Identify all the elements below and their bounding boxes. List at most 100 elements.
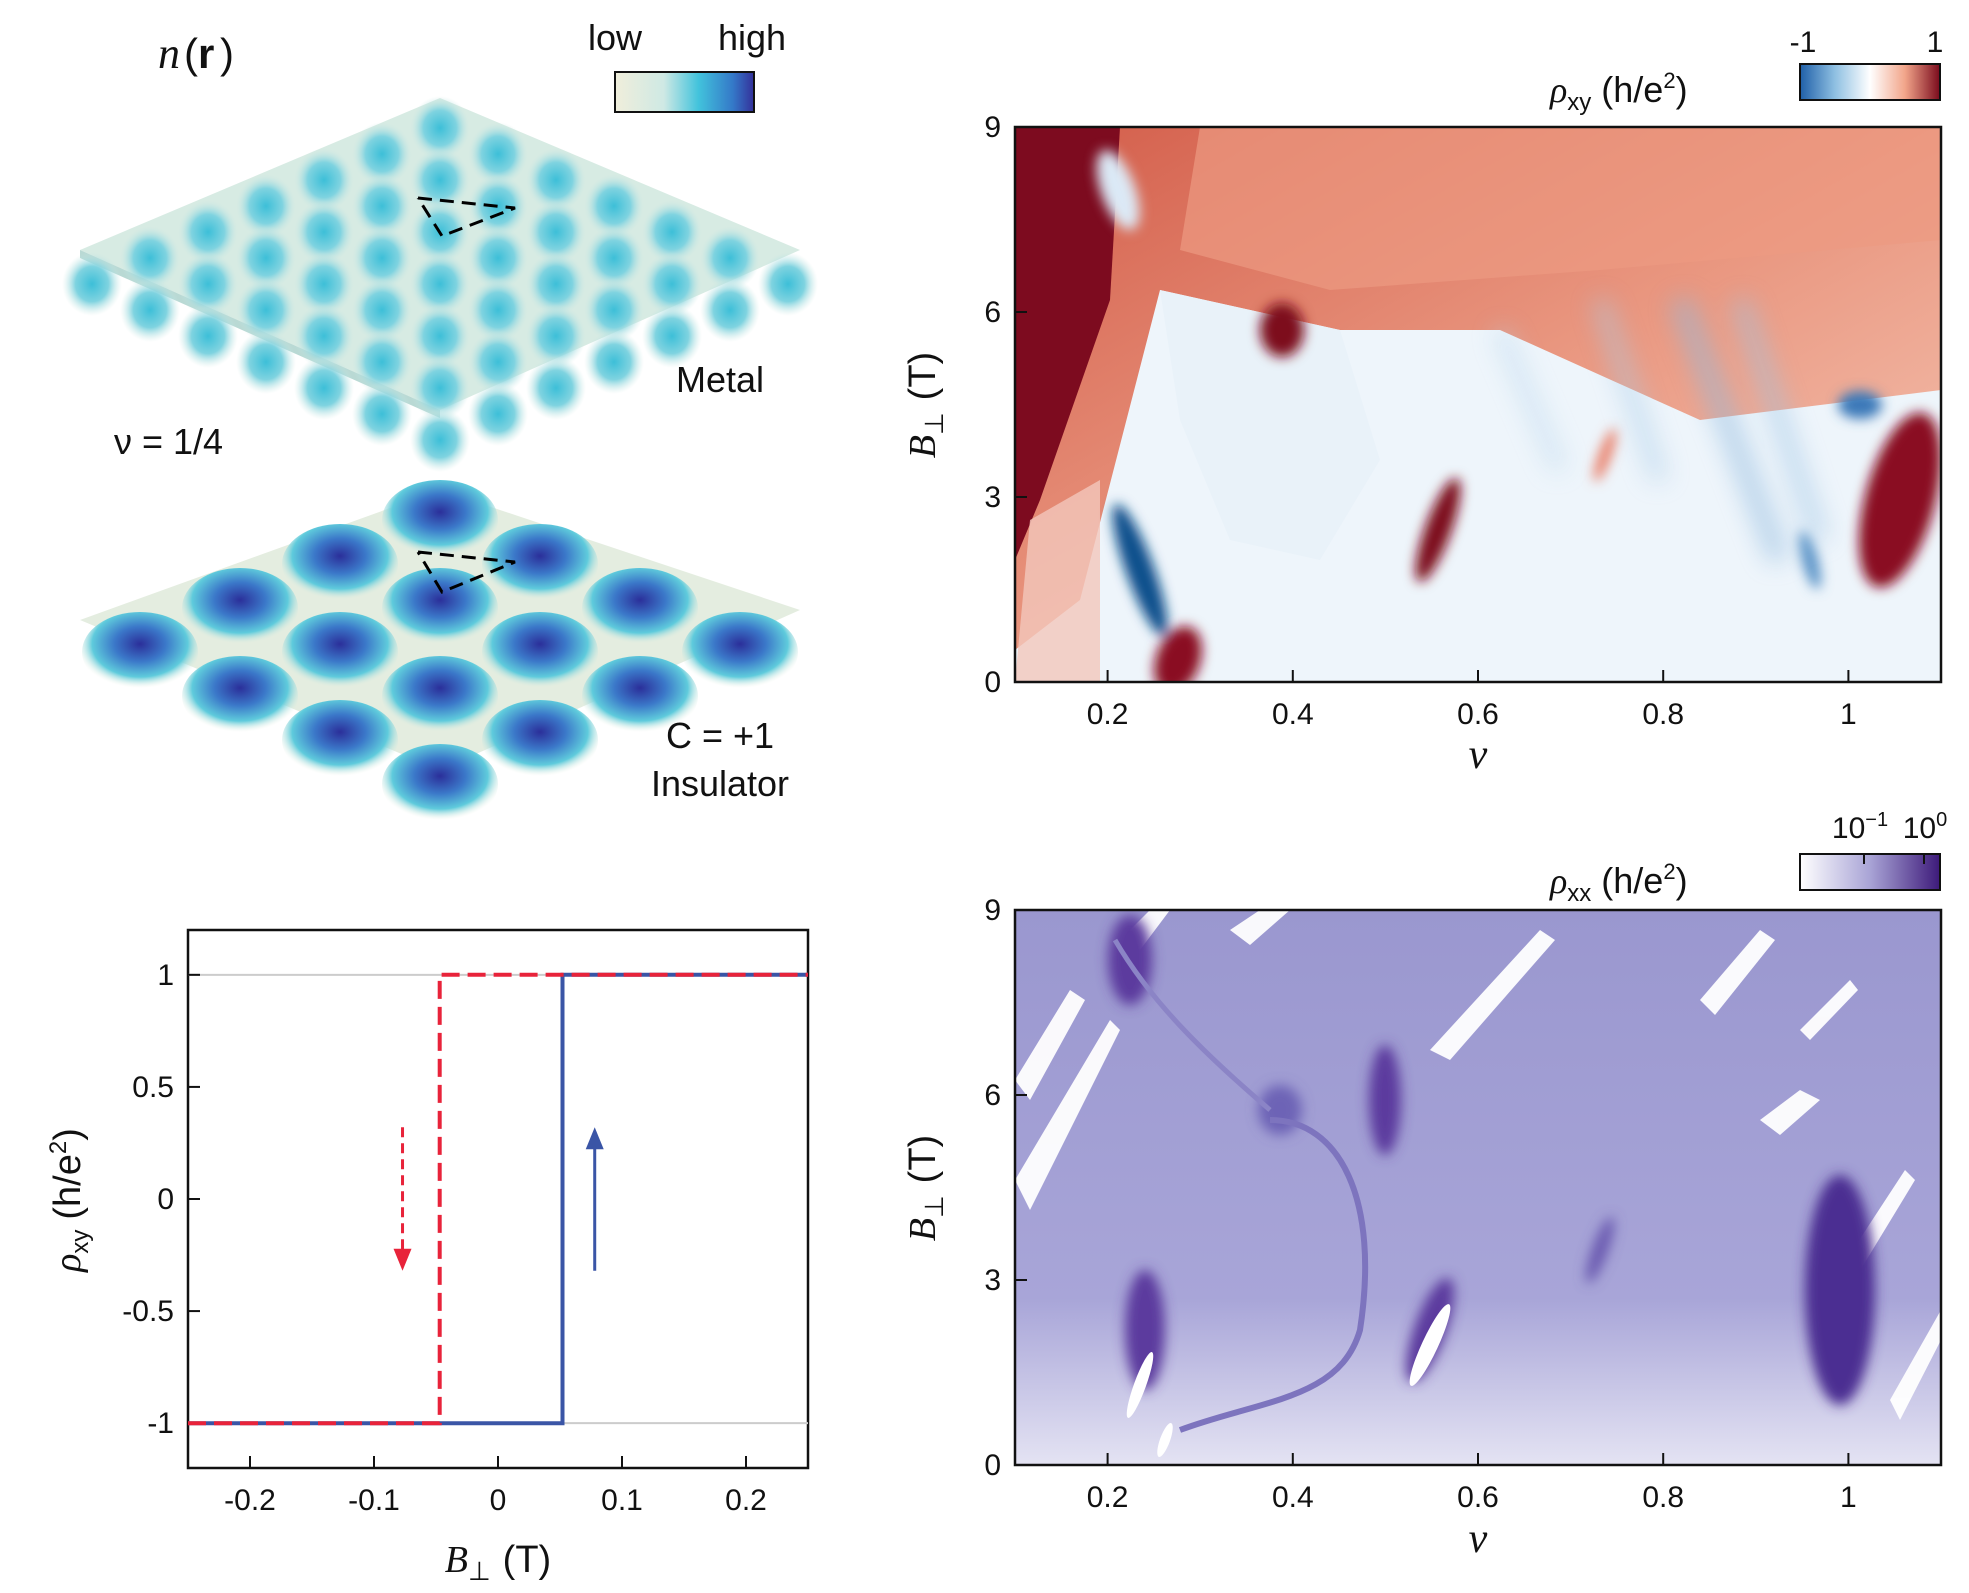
rho-xx-y-tick-label: 9	[984, 894, 1001, 927]
metal-density-peak	[236, 330, 296, 394]
metal-density-peak	[178, 252, 238, 316]
insulator-density-peak	[382, 744, 498, 824]
hysteresis-plot-frame	[186, 928, 810, 1470]
rho-xy-x-tick-label: 1	[1840, 698, 1857, 731]
metal-density-peak	[294, 304, 354, 368]
insulator-density-peak	[182, 568, 298, 648]
metal-density-peak	[352, 330, 412, 394]
metal-density-peak	[526, 200, 586, 264]
rho-xx-y-tick-label: 3	[984, 1264, 1001, 1297]
metal-density-peak	[468, 226, 528, 290]
insulator-density-peak	[182, 656, 298, 736]
insulator-unit-cell-triangle	[416, 550, 516, 594]
insulator-density-peak	[282, 700, 398, 780]
metal-density-peak	[294, 356, 354, 420]
rho-xx-y-axis-label: B⊥(T)	[902, 1135, 949, 1241]
insulator-chern-label: C = +1	[666, 715, 774, 756]
hysteresis-y-tick-label: 1	[157, 959, 174, 992]
hysteresis-y-tick-label: -0.5	[122, 1295, 174, 1328]
rho-xx-x-tick-label: 1	[1840, 1481, 1857, 1514]
hysteresis-x-tick-label: 0.1	[601, 1484, 643, 1517]
rho-xx-x-tick-label: 0.2	[1087, 1481, 1129, 1514]
insulator-density-peak	[382, 480, 498, 560]
insulator-density-peak	[582, 568, 698, 648]
metal-density-peak	[526, 252, 586, 316]
insulator-density-peak	[482, 524, 598, 604]
metal-label: Metal	[676, 359, 764, 400]
metal-density-peak	[236, 278, 296, 342]
metal-density-peak	[700, 278, 760, 342]
svg-text:): )	[220, 30, 234, 77]
hysteresis-x-axis-label: B⊥ (T)	[445, 1539, 551, 1586]
sweep-up-curve	[188, 972, 808, 1426]
metal-density-peak	[468, 330, 528, 394]
metal-density-peak	[468, 382, 528, 446]
metal-density-peak	[178, 200, 238, 264]
metal-density-peak	[352, 226, 412, 290]
metal-density-peak	[642, 304, 702, 368]
hysteresis-x-tick-label: -0.2	[224, 1484, 276, 1517]
metal-density-peak	[584, 278, 644, 342]
metal-density-peak	[120, 226, 180, 290]
density-argument: r	[198, 30, 214, 77]
metal-unit-cell-triangle	[416, 196, 516, 238]
metal-density-peak	[410, 304, 470, 368]
sweep-up-arrowhead	[585, 1127, 604, 1150]
insulator-density-peak	[482, 700, 598, 780]
insulator-label: Insulator	[651, 763, 789, 804]
hysteresis-y-tick-label: 0.5	[132, 1071, 174, 1104]
insulator-density-peak	[282, 612, 398, 692]
rho-xx-colorbar	[1799, 853, 1941, 891]
insulator-surface	[80, 480, 800, 824]
metal-density-peak	[294, 252, 354, 316]
rho-xy-image	[1015, 127, 1941, 682]
insulator-density-peak	[482, 612, 598, 692]
metal-density-peak	[236, 226, 296, 290]
metal-density-peak	[294, 148, 354, 212]
metal-density-peak	[468, 278, 528, 342]
metal-density-peak	[700, 226, 760, 290]
metal-density-peak	[642, 200, 702, 264]
hysteresis-x-tick-label: 0	[490, 1484, 507, 1517]
surface-colorbar-high: high	[718, 17, 786, 58]
rho-xx-colorbar-tick-1: 10−1	[1832, 809, 1888, 845]
metal-density-peak	[584, 174, 644, 238]
rho-xx-y-tick-label: 0	[984, 1449, 1001, 1482]
metal-density-peak	[410, 148, 470, 212]
metal-density-peak	[758, 252, 818, 316]
metal-density-peak	[410, 408, 470, 472]
metal-density-peak	[468, 122, 528, 186]
rho-xx-x-tick-label: 0.6	[1457, 1481, 1499, 1514]
hysteresis-x-tick-label: -0.1	[348, 1484, 400, 1517]
surface-colorbar	[614, 71, 755, 113]
metal-density-peak	[352, 382, 412, 446]
insulator-density-peak	[282, 524, 398, 604]
rho-xx-x-axis-label: ν	[1469, 1516, 1488, 1562]
rho-xy-colorbar-label: ρxy (h/e2)	[1549, 68, 1688, 116]
insulator-density-peak	[82, 612, 198, 692]
metal-density-peak	[584, 226, 644, 290]
insulator-density-peak	[382, 656, 498, 736]
rho-xy-y-tick-label: 3	[984, 481, 1001, 514]
metal-density-peak	[62, 252, 122, 316]
surface-colorbar-low: low	[588, 17, 643, 58]
rho-xx-y-tick-label: 6	[984, 1079, 1001, 1112]
rho-xy-x-tick-label: 0.4	[1272, 698, 1314, 731]
rho-xx-image	[1015, 910, 1941, 1465]
surface-panel: n ( r ) low high Metal ν = 1/4 C = +1 In…	[62, 17, 818, 824]
rho-xy-x-tick-label: 0.2	[1087, 698, 1129, 731]
sweep-down-arrowhead	[393, 1248, 412, 1271]
insulator-density-peak	[382, 568, 498, 648]
rho-xx-heatmap: 0.2 0.4 0.6 0.8 1 0 3 6 9 ν B⊥(T) 10−1 100 ρxx (h…	[902, 809, 1947, 1562]
insulator-density-peak	[682, 612, 798, 692]
rho-xy-colorbar	[1799, 63, 1941, 101]
metal-density-peak	[410, 96, 470, 160]
rho-xy-colorbar-min: -1	[1790, 26, 1817, 59]
rho-xx-x-tick-label: 0.4	[1272, 1481, 1314, 1514]
metal-density-peak	[526, 148, 586, 212]
rho-xy-x-tick-label: 0.8	[1642, 698, 1684, 731]
density-symbol: n	[158, 29, 180, 78]
metal-density-peak	[410, 252, 470, 316]
metal-density-peak	[120, 278, 180, 342]
